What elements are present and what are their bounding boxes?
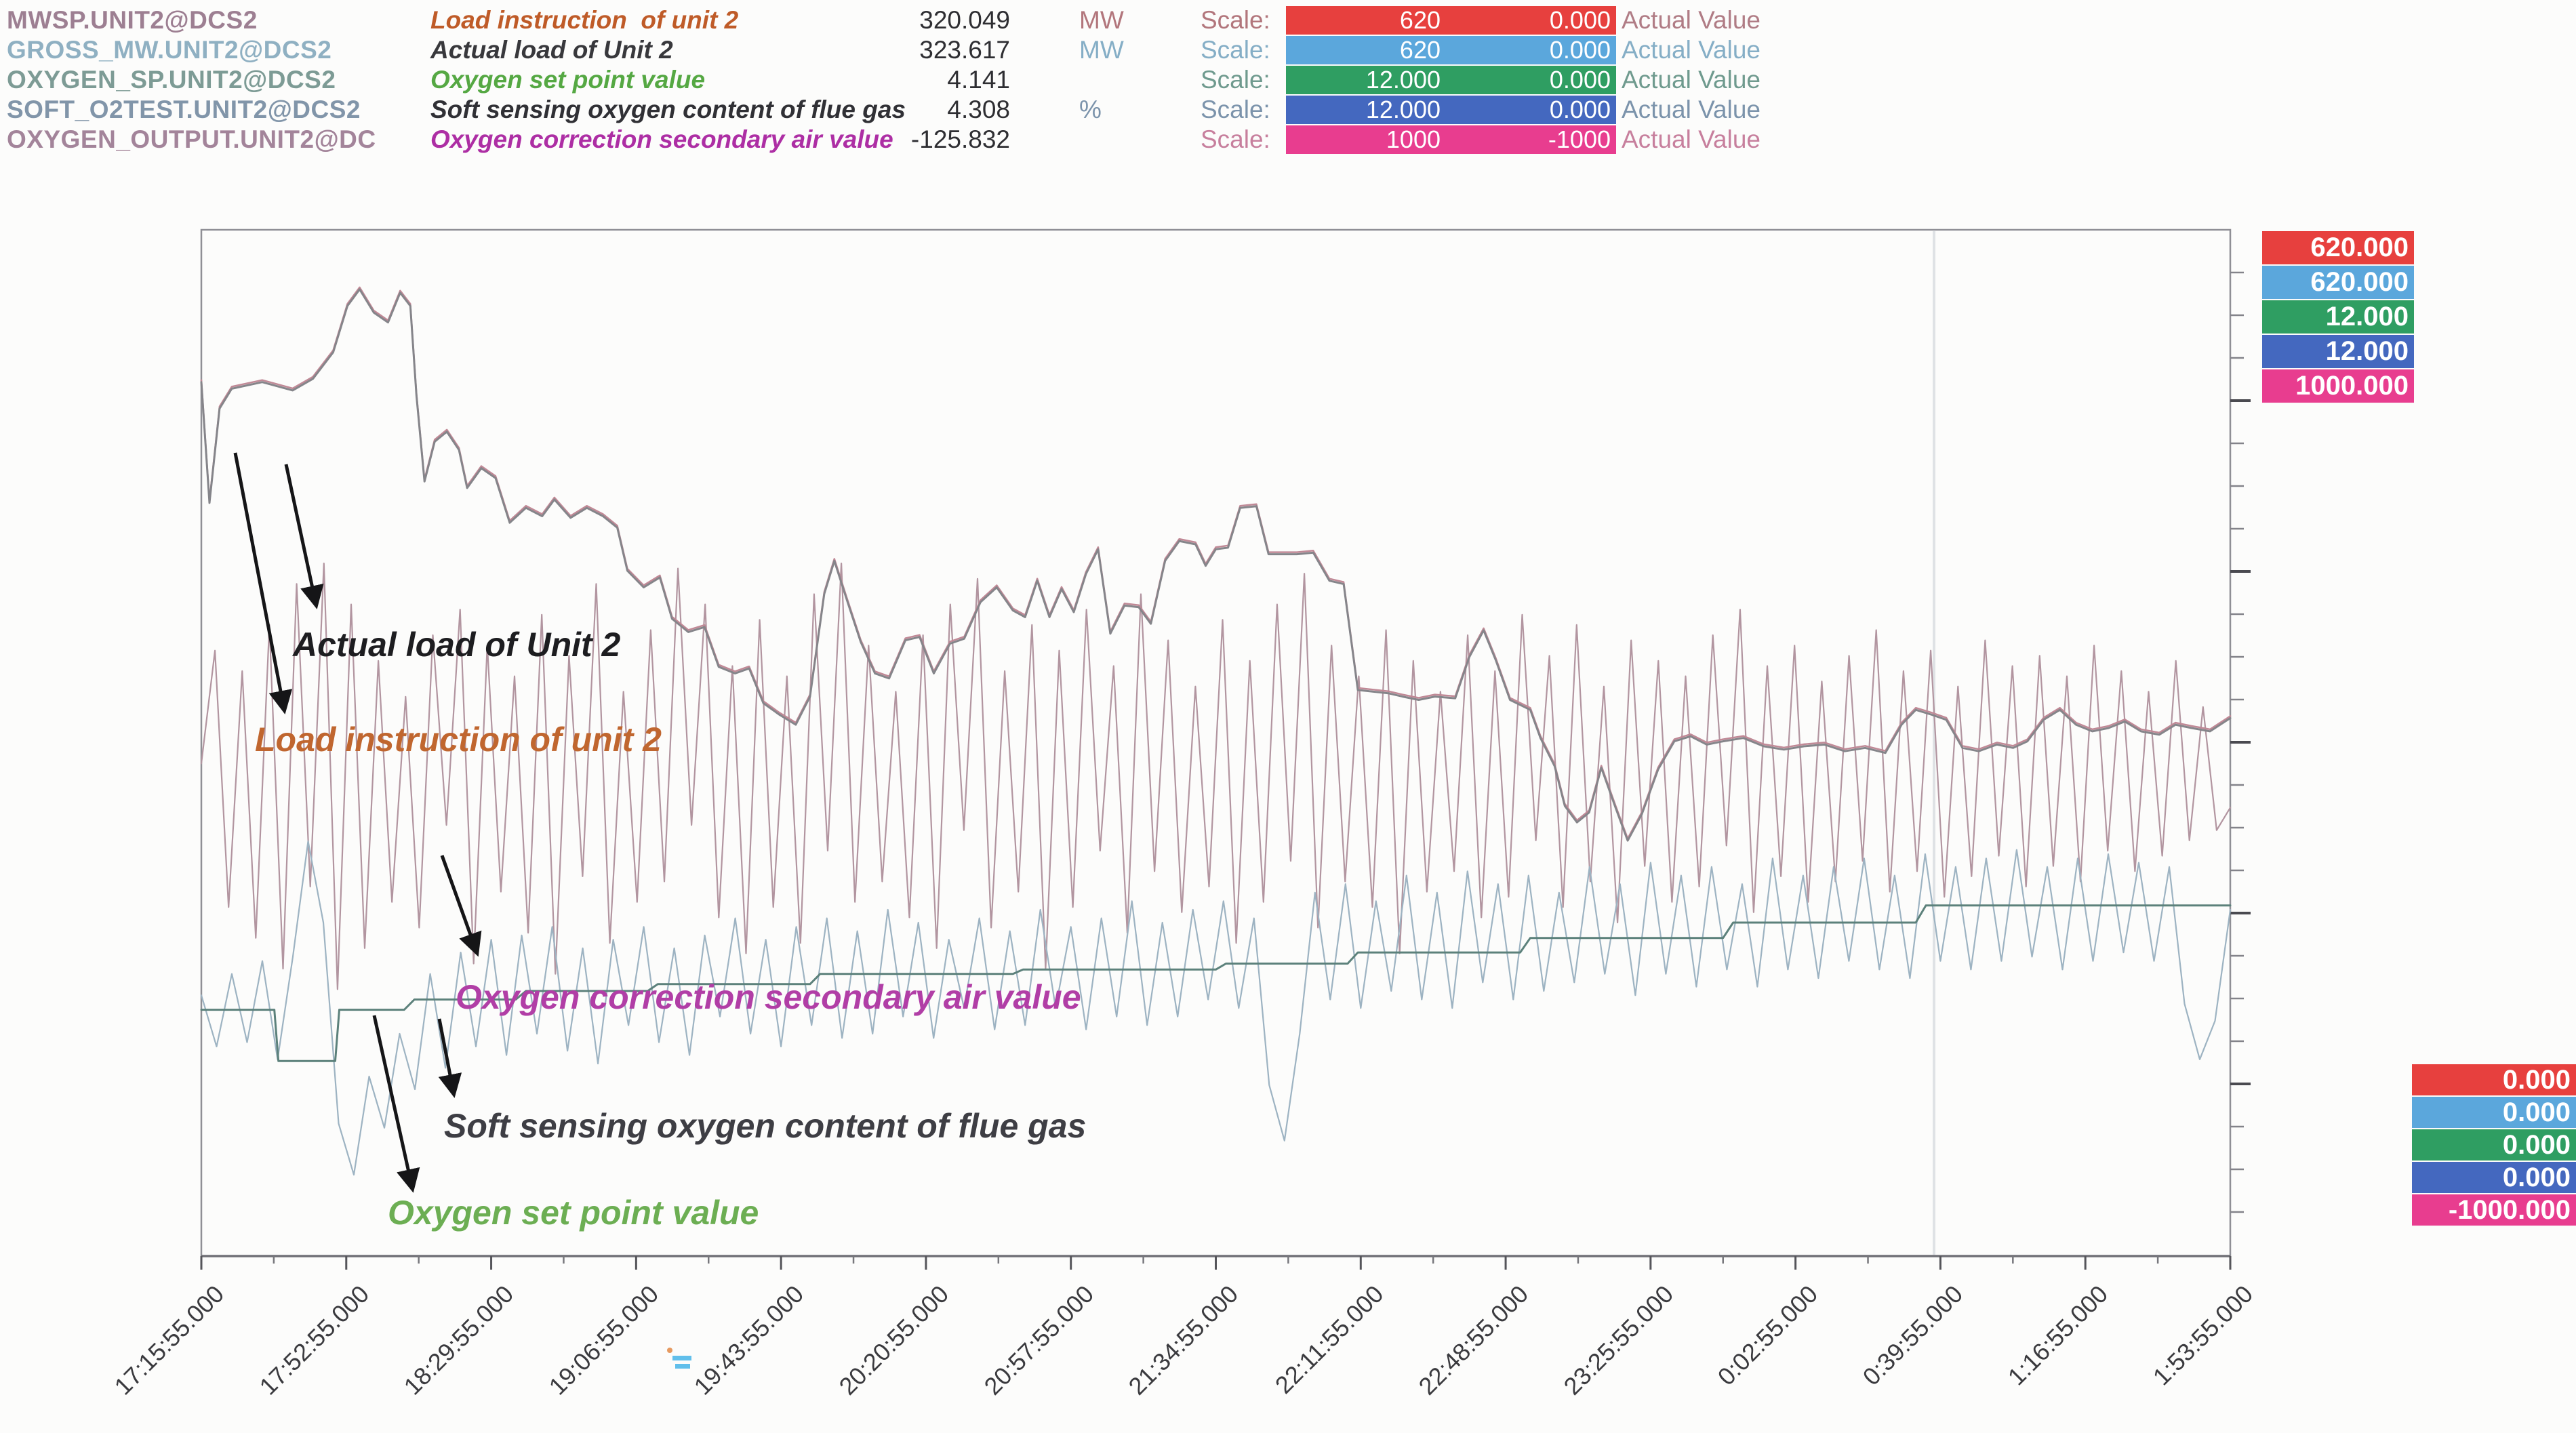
- tag-name: GROSS_MW.UNIT2@DCS2: [7, 36, 332, 64]
- scale-min-value: 0.000: [1549, 96, 1611, 123]
- legend-row: MWSP.UNIT2@DCS2 Load instruction of unit …: [0, 5, 2576, 35]
- load-instruction-label-arrow: [233, 452, 293, 714]
- scale-strip: 0.000: [2412, 1129, 2576, 1162]
- scale-strip: 0.000: [2412, 1097, 2576, 1129]
- signal-value: 323.617: [919, 36, 1010, 64]
- scale-range-box: 12.000 0.000: [1286, 66, 1616, 94]
- scale-strip-value: -1000.000: [2448, 1194, 2571, 1225]
- artifact-blue-dash: [675, 1364, 690, 1369]
- legend-row: SOFT_O2TEST.UNIT2@DCS2 Soft sensing oxyge…: [0, 95, 2576, 125]
- scale-range-box: 620 0.000: [1286, 6, 1616, 35]
- actual-value-label: Actual Value: [1622, 36, 1760, 64]
- artifact-blue-dash: [672, 1356, 691, 1360]
- actual-value-label: Actual Value: [1622, 96, 1760, 123]
- scale-strip: 12.000: [2262, 300, 2414, 335]
- oxygen-setpoint-label: Oxygen set point value: [388, 1194, 759, 1232]
- scale-strip-value: 620.000: [2310, 233, 2409, 262]
- scale-label: Scale:: [1201, 125, 1270, 153]
- scale-strip: 0.000: [2412, 1162, 2576, 1194]
- tag-name: OXYGEN_OUTPUT.UNIT2@DC: [7, 125, 376, 153]
- series-oxygen-setpoint: [200, 904, 2232, 1062]
- scale-min-value: 0.000: [1549, 66, 1611, 94]
- x-ticks: [200, 1256, 2232, 1270]
- load-instruction-label: Load instruction of unit 2: [255, 721, 662, 759]
- scale-max-value: 620: [1399, 36, 1441, 64]
- soft-sensing-label-arrow: [437, 1018, 462, 1098]
- tag-name: MWSP.UNIT2@DCS2: [7, 6, 258, 34]
- scale-strip-value: 620.000: [2310, 267, 2409, 297]
- signal-description: Oxygen set point value: [430, 66, 706, 94]
- scale-strip: 620.000: [2262, 266, 2414, 300]
- scale-label: Scale:: [1201, 6, 1270, 34]
- soft-sensing-label: Soft sensing oxygen content of flue gas: [444, 1107, 1087, 1145]
- series-group: [200, 286, 2232, 1176]
- scale-max-value: 12.000: [1365, 96, 1441, 123]
- actual-load-label-arrow: [284, 464, 324, 609]
- scale-strip-value: 0.000: [2502, 1097, 2571, 1127]
- signal-unit: MW: [1079, 36, 1124, 64]
- series-actual-load: [200, 288, 2232, 842]
- scale-max-value: 620: [1399, 6, 1441, 34]
- actual-load-label: Actual load of Unit 2: [293, 626, 621, 664]
- legend-row: GROSS_MW.UNIT2@DCS2 Actual load of Unit 2…: [0, 35, 2576, 65]
- actual-value-label: Actual Value: [1622, 125, 1760, 153]
- signal-description: Actual load of Unit 2: [430, 36, 673, 64]
- scale-min-value: -1000: [1548, 125, 1611, 153]
- scale-range-box: 620 0.000: [1286, 36, 1616, 64]
- scale-strip: 0.000: [2412, 1064, 2576, 1097]
- signal-value: 320.049: [919, 6, 1010, 34]
- y-ticks: [2230, 271, 2251, 1213]
- tag-name: OXYGEN_SP.UNIT2@DCS2: [7, 66, 336, 94]
- actual-value-label: Actual Value: [1622, 66, 1760, 94]
- signal-value: 4.308: [947, 96, 1010, 123]
- scale-range-box: 12.000 0.000: [1286, 96, 1616, 124]
- scale-max-value: 12.000: [1365, 66, 1441, 94]
- scale-strip: 12.000: [2262, 335, 2414, 369]
- oxygen-setpoint-label-arrow: [372, 1015, 420, 1193]
- scale-strip-value: 12.000: [2325, 336, 2409, 366]
- signal-description: Load instruction of unit 2: [430, 6, 739, 34]
- signal-value: 4.141: [947, 66, 1010, 94]
- scale-min-value: 0.000: [1549, 6, 1611, 34]
- scale-label: Scale:: [1201, 36, 1270, 64]
- scale-label: Scale:: [1201, 66, 1270, 94]
- scale-max-value: 1000: [1386, 125, 1441, 153]
- scale-max-boxes: 620.000 620.000 12.000 12.000 1000.000: [2262, 231, 2414, 404]
- legend-row: OXYGEN_SP.UNIT2@DCS2 Oxygen set point val…: [0, 65, 2576, 95]
- scale-strip: -1000.000: [2412, 1194, 2576, 1227]
- legend-row: OXYGEN_OUTPUT.UNIT2@DC Oxygen correction …: [0, 125, 2576, 155]
- scan-artifact: [667, 1348, 694, 1371]
- oxygen-correction-label: Oxygen correction secondary air value: [456, 978, 1081, 1016]
- legend-table: MWSP.UNIT2@DCS2 Load instruction of unit …: [0, 0, 2576, 163]
- scale-strip-value: 12.000: [2325, 302, 2409, 331]
- series-oxygen-correction: [200, 563, 2232, 990]
- actual-value-label: Actual Value: [1622, 6, 1760, 34]
- scale-min-value: 0.000: [1549, 36, 1611, 64]
- signal-value: -125.832: [910, 125, 1010, 153]
- signal-unit: %: [1079, 96, 1102, 123]
- scale-label: Scale:: [1201, 96, 1270, 123]
- scale-strip: 620.000: [2262, 231, 2414, 266]
- scale-min-boxes: 0.000 0.000 0.000 0.000 -1000.000: [2412, 1064, 2576, 1227]
- signal-description: Soft sensing oxygen content of flue gas: [430, 96, 906, 123]
- signal-unit: MW: [1079, 6, 1124, 34]
- scale-strip-value: 0.000: [2502, 1129, 2571, 1160]
- oxygen-correction-label-arrow: [440, 855, 482, 957]
- artifact-orange-dot: [667, 1348, 672, 1353]
- tag-name: SOFT_O2TEST.UNIT2@DCS2: [7, 96, 361, 123]
- scale-strip-value: 1000.000: [2295, 371, 2409, 401]
- scale-strip-value: 0.000: [2502, 1064, 2571, 1095]
- scale-strip: 1000.000: [2262, 369, 2414, 404]
- signal-description: Oxygen correction secondary air value: [430, 125, 893, 153]
- series-soft-sensing: [200, 840, 2232, 1176]
- scale-strip-value: 0.000: [2502, 1162, 2571, 1192]
- annotation-arrows: [233, 452, 482, 1193]
- scale-range-box: 1000 -1000: [1286, 125, 1616, 154]
